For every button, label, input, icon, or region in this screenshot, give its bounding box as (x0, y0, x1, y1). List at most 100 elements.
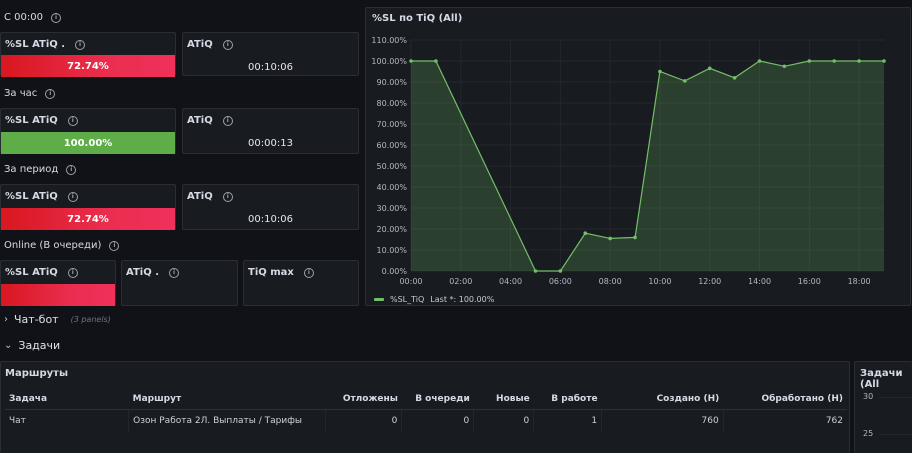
data-point (807, 59, 812, 63)
panel-title: %SL ATiQ . (5, 39, 66, 50)
column-header-new[interactable]: Новые (473, 389, 534, 410)
column-header-in-work[interactable]: В работе (533, 389, 602, 410)
panel-sl-atiq-last-hour[interactable]: %SL ATiQ i 100.00% (0, 108, 176, 154)
data-point (633, 235, 637, 240)
x-tick-label: 16:00 (798, 277, 821, 286)
section-title-period: За период i (4, 164, 77, 175)
atiq-value: 00:00:13 (248, 138, 293, 149)
data-point (434, 59, 438, 63)
legend-last-value: Last *: 100.00% (430, 295, 495, 304)
table-row[interactable]: Чат Озон Работа 2Л. Выплаты / Тарифы 0 0… (5, 409, 847, 432)
data-point (583, 231, 588, 235)
data-point (683, 79, 687, 83)
y-tick-label: 110.00% (371, 36, 407, 45)
y-tick-label: 0.00% (382, 267, 408, 276)
sl-tiq-chart: 0.00% 10.00% 20.00% 30.00% 40.00% 50.00% 60.00… (371, 36, 886, 286)
y-tick-label: 10.00% (376, 246, 407, 255)
x-tick-label: 12:00 (698, 277, 721, 286)
sl-value-bar: 100.00% (1, 132, 175, 154)
panel-sl-atiq-since-midnight[interactable]: %SL ATiQ . i 72.74% (0, 32, 176, 77)
section-title-text: За час (4, 88, 38, 99)
x-tick-label: 04:00 (499, 277, 522, 286)
column-header-postponed[interactable]: Отложены (325, 389, 402, 410)
info-icon[interactable]: i (67, 115, 78, 126)
panel-online-atiq[interactable]: ATiQ . i (121, 260, 238, 306)
data-point (533, 269, 538, 273)
info-icon[interactable]: i (303, 267, 314, 278)
row-header-chatbot[interactable]: › Чат-бот (3 panels) (4, 313, 111, 326)
routes-table-panel[interactable]: Маршруты Задача Маршрут Отложены В очере… (0, 361, 850, 453)
data-point (857, 59, 861, 63)
panel-sl-atiq-period[interactable]: %SL ATiQ i 72.74% (0, 184, 176, 230)
tasks-chart-panel[interactable]: Задачи (All 30 25 (854, 361, 912, 453)
section-title-since-midnight: С 00:00 i (4, 12, 61, 23)
info-icon[interactable]: i (222, 191, 233, 202)
section-title-online: Online (В очереди) i (4, 240, 120, 251)
row-panel-count: (3 panels) (70, 315, 111, 324)
y-tick-label: 40.00% (376, 183, 407, 192)
row-title: Задачи (18, 339, 61, 352)
data-point (757, 59, 762, 63)
section-title-text: С 00:00 (4, 12, 43, 23)
info-icon[interactable]: i (75, 39, 86, 50)
x-tick-label: 10:00 (648, 277, 671, 286)
y-tick-label: 30.00% (376, 204, 407, 213)
panel-title: ATiQ (187, 115, 213, 126)
info-icon[interactable]: i (66, 164, 77, 175)
table-cell: 760 (601, 409, 724, 432)
grid-line (879, 434, 912, 435)
column-header-route[interactable]: Маршрут (128, 389, 326, 410)
data-point (658, 69, 662, 74)
y-tick-label: 60.00% (376, 141, 407, 150)
column-header-processed[interactable]: Обработано (Н) (723, 389, 847, 410)
x-tick-label: 06:00 (549, 277, 572, 286)
data-point (882, 59, 886, 63)
chart-legend[interactable]: %SL_TiQ Last *: 100.00% (374, 295, 494, 304)
panel-online-tiq-max[interactable]: TiQ max i (243, 260, 359, 306)
panel-title: ATiQ . (126, 267, 159, 278)
panel-title: Задачи (All (860, 368, 903, 390)
table-cell: 0 (473, 409, 535, 432)
column-header-task[interactable]: Задача (5, 389, 129, 410)
info-icon[interactable]: i (67, 267, 78, 278)
row-title: Чат-бот (14, 313, 59, 326)
table-header-row: Задача Маршрут Отложены В очереди Новые … (5, 389, 847, 410)
grid-line (879, 397, 912, 398)
y-tick-label: 90.00% (376, 78, 407, 87)
panel-title: Маршруты (5, 368, 68, 379)
panel-atiq-since-midnight[interactable]: ATiQ i 00:10:06 (182, 32, 359, 76)
table-cell: Чат (5, 409, 130, 432)
data-point (832, 59, 837, 63)
info-icon[interactable]: i (50, 12, 61, 23)
info-icon[interactable]: i (67, 191, 78, 202)
panel-title: ATiQ (187, 39, 213, 50)
series-area (411, 61, 884, 271)
info-icon[interactable]: i (222, 115, 233, 126)
data-point (732, 76, 737, 80)
row-header-tasks[interactable]: ⌄ Задачи (4, 339, 60, 352)
sl-value-bar: 72.74% (1, 55, 175, 77)
y-tick-label: 20.00% (376, 225, 407, 234)
panel-atiq-period[interactable]: ATiQ i 00:10:06 (182, 184, 359, 230)
section-title-last-hour: За час i (4, 88, 56, 99)
x-tick-label: 00:00 (399, 277, 422, 286)
chart-title: %SL по TiQ (All) (372, 13, 463, 24)
data-point (608, 236, 612, 241)
info-icon[interactable]: i (222, 39, 233, 50)
y-tick-label: 25 (863, 429, 874, 438)
info-icon[interactable]: i (169, 267, 179, 278)
column-header-in-queue[interactable]: В очереди (401, 389, 474, 410)
table-cell: 0 (325, 409, 403, 432)
table-cell: 0 (401, 409, 475, 432)
panel-title: ATiQ (187, 191, 213, 202)
panel-atiq-last-hour[interactable]: ATiQ i 00:00:13 (182, 108, 359, 154)
panel-online-sl-atiq[interactable]: %SL ATiQ i (0, 260, 116, 306)
panel-title: %SL ATiQ (5, 191, 58, 202)
info-icon[interactable]: i (109, 240, 120, 251)
info-icon[interactable]: i (45, 88, 56, 99)
y-tick-label: 30 (863, 392, 874, 401)
atiq-value: 00:10:06 (248, 214, 293, 225)
chart-panel-sl-tiq[interactable]: %SL по TiQ (All) 0.00% 10.00% 20.00% 30.00%… (365, 7, 911, 306)
sl-value-bar: 72.74% (1, 208, 175, 230)
column-header-created[interactable]: Создано (Н) (601, 389, 724, 410)
